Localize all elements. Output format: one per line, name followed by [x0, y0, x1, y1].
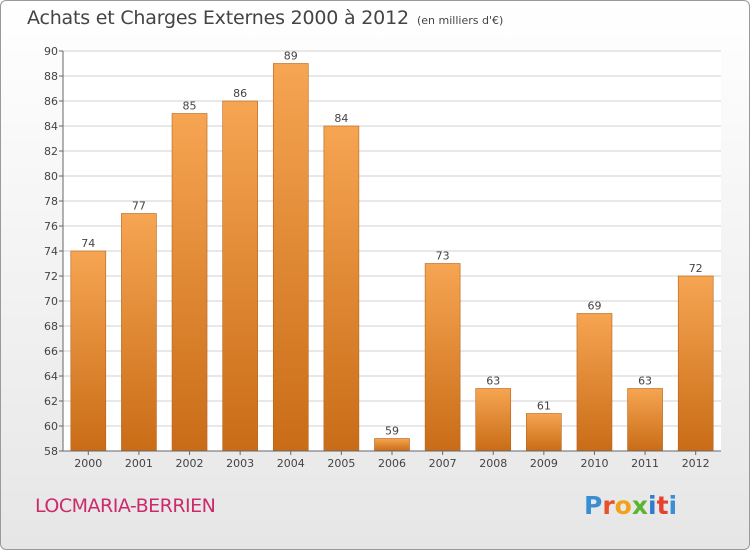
data-label: 69 — [587, 300, 601, 313]
y-tick-label: 84 — [44, 120, 58, 133]
y-tick-label: 90 — [44, 45, 58, 58]
data-label: 77 — [132, 200, 146, 213]
grid-lines — [63, 50, 721, 452]
bar-2007 — [424, 263, 461, 452]
y-tick-label: 80 — [44, 170, 58, 183]
x-tick-label: 2003 — [226, 457, 254, 470]
x-tick-label: 2007 — [429, 457, 457, 470]
bar-2003 — [222, 100, 258, 452]
y-tick-label: 86 — [44, 95, 58, 108]
y-tick-label: 68 — [44, 320, 58, 333]
bar-2012 — [677, 275, 714, 452]
y-tick-label: 88 — [44, 70, 58, 83]
bar-2009 — [526, 413, 562, 452]
y-tick-label: 72 — [44, 270, 58, 283]
logo-letter: P — [584, 491, 603, 520]
y-tick-label: 74 — [44, 245, 58, 258]
y-tick-label: 64 — [44, 370, 58, 383]
place-name: LOCMARIA-BERRIEN — [35, 495, 216, 517]
y-tick-label: 60 — [44, 420, 58, 433]
y-tick-label: 82 — [44, 145, 58, 158]
logo-letter: r — [602, 491, 615, 520]
x-tick-label: 2002 — [176, 457, 204, 470]
y-tick-label: 66 — [44, 345, 58, 358]
proxiti-logo[interactable]: Proxiti — [584, 491, 677, 520]
x-tick-label: 2010 — [580, 457, 608, 470]
logo-letter: t — [656, 491, 669, 520]
data-label: 84 — [334, 112, 348, 125]
x-tick-label: 2001 — [125, 457, 153, 470]
data-label: 63 — [486, 375, 500, 388]
chart-subtitle: (en milliers d'€) — [417, 14, 504, 27]
logo-letter: i — [668, 491, 678, 520]
data-label: 61 — [537, 400, 551, 413]
data-label: 74 — [81, 237, 95, 250]
data-label: 63 — [638, 375, 652, 388]
y-tick-label: 70 — [44, 295, 58, 308]
bar-2006 — [374, 438, 410, 452]
x-tick-label: 2009 — [530, 457, 558, 470]
axes: 58 60 62 64 66 68 70 72 74 76 78 80 82 84 86 88 90 2000 20… — [44, 45, 721, 470]
x-tick-label: 2012 — [682, 457, 710, 470]
y-tick-label: 58 — [44, 445, 58, 458]
bar-2002 — [171, 113, 208, 452]
bar-2010 — [576, 313, 613, 452]
bar-2001 — [121, 213, 157, 452]
data-label: 59 — [385, 425, 399, 438]
data-label: 73 — [436, 250, 450, 263]
chart-title: Achats et Charges Externes 2000 à 2012 — [27, 7, 409, 29]
y-tick-label: 76 — [44, 220, 58, 233]
x-tick-label: 2011 — [631, 457, 659, 470]
bars: 74 77 85 86 89 84 59 73 63 61 69 63 72 — [70, 50, 714, 452]
bar-2011 — [627, 388, 663, 452]
y-tick-label: 62 — [44, 395, 58, 408]
data-label: 86 — [233, 87, 247, 100]
data-label: 85 — [183, 100, 197, 113]
x-tick-label: 2006 — [378, 457, 406, 470]
bar-2005 — [323, 125, 360, 452]
logo-letter: o — [614, 491, 632, 520]
x-tick-label: 2008 — [479, 457, 507, 470]
x-tick-label: 2000 — [74, 457, 102, 470]
bar-2008 — [475, 388, 512, 452]
y-tick-label: 78 — [44, 195, 58, 208]
x-tick-label: 2005 — [327, 457, 355, 470]
data-label: 89 — [284, 50, 298, 63]
logo-letter: x — [631, 491, 648, 520]
x-tick-label: 2004 — [277, 457, 305, 470]
logo-letter: i — [648, 491, 657, 520]
bar-2000 — [70, 250, 107, 452]
data-label: 72 — [689, 262, 703, 275]
bar-2004 — [272, 63, 309, 452]
